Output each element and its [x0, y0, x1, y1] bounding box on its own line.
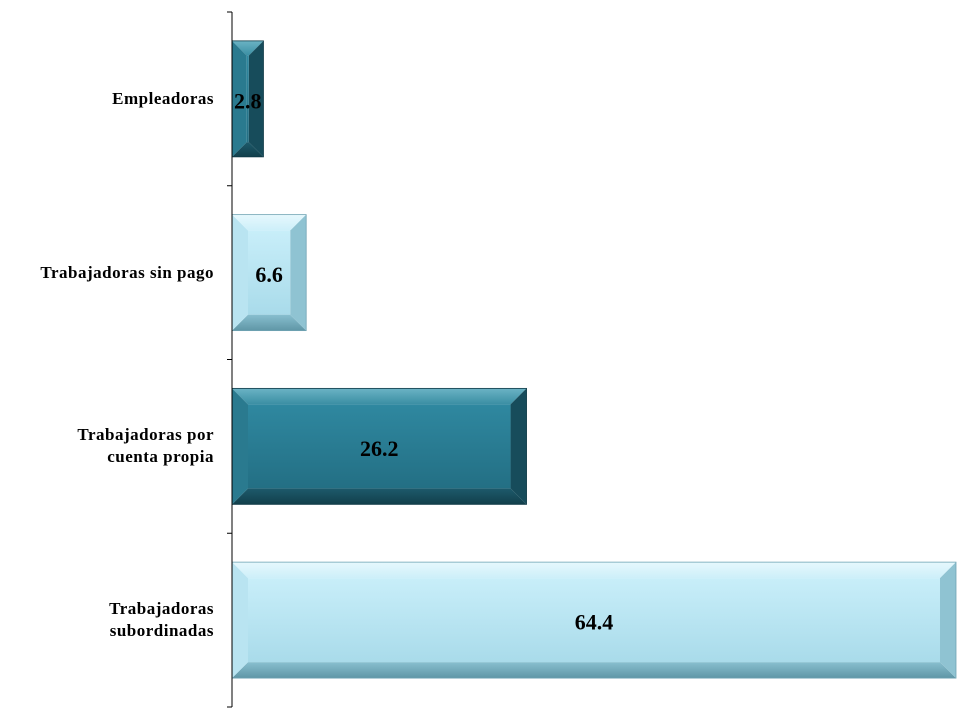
bar-bevel-bottom — [232, 488, 527, 505]
bar-bevel-left — [232, 40, 247, 157]
bar-bevel-bottom — [232, 314, 307, 331]
bar-bevel-top — [232, 40, 264, 56]
bar — [231, 40, 264, 158]
category-label: Empleadoras — [112, 88, 214, 108]
bar-bevel-bottom — [232, 662, 956, 679]
bar-bevel-top — [232, 214, 307, 231]
category-label: Trabajadoras sin pago — [40, 262, 214, 282]
bar-bevel-left — [232, 214, 248, 331]
bar-bevel-right — [940, 562, 956, 679]
bar-bevel-right — [248, 40, 264, 157]
bar-bevel-right — [290, 214, 307, 331]
value-label: 26.2 — [360, 436, 399, 461]
bar-bevel-top — [232, 562, 956, 579]
bar — [231, 387, 527, 505]
category-label: Trabajadoras por cuenta propia — [77, 425, 214, 467]
bar-bevel-left — [232, 388, 248, 505]
bar-face — [248, 230, 291, 315]
bar-bevel-left — [232, 562, 248, 679]
bar-bevel-bottom — [232, 142, 264, 157]
value-label: 64.4 — [575, 610, 614, 635]
bar-bevel-top — [232, 388, 527, 405]
value-label: 2.8 — [234, 88, 262, 113]
bar-face — [248, 404, 511, 489]
bar-face — [246, 55, 249, 143]
bar-face — [248, 578, 940, 663]
value-label: 6.6 — [255, 262, 283, 287]
category-label: Trabajadoras subordinadas — [109, 599, 214, 641]
bar — [231, 214, 307, 332]
bar-bevel-right — [510, 388, 527, 505]
